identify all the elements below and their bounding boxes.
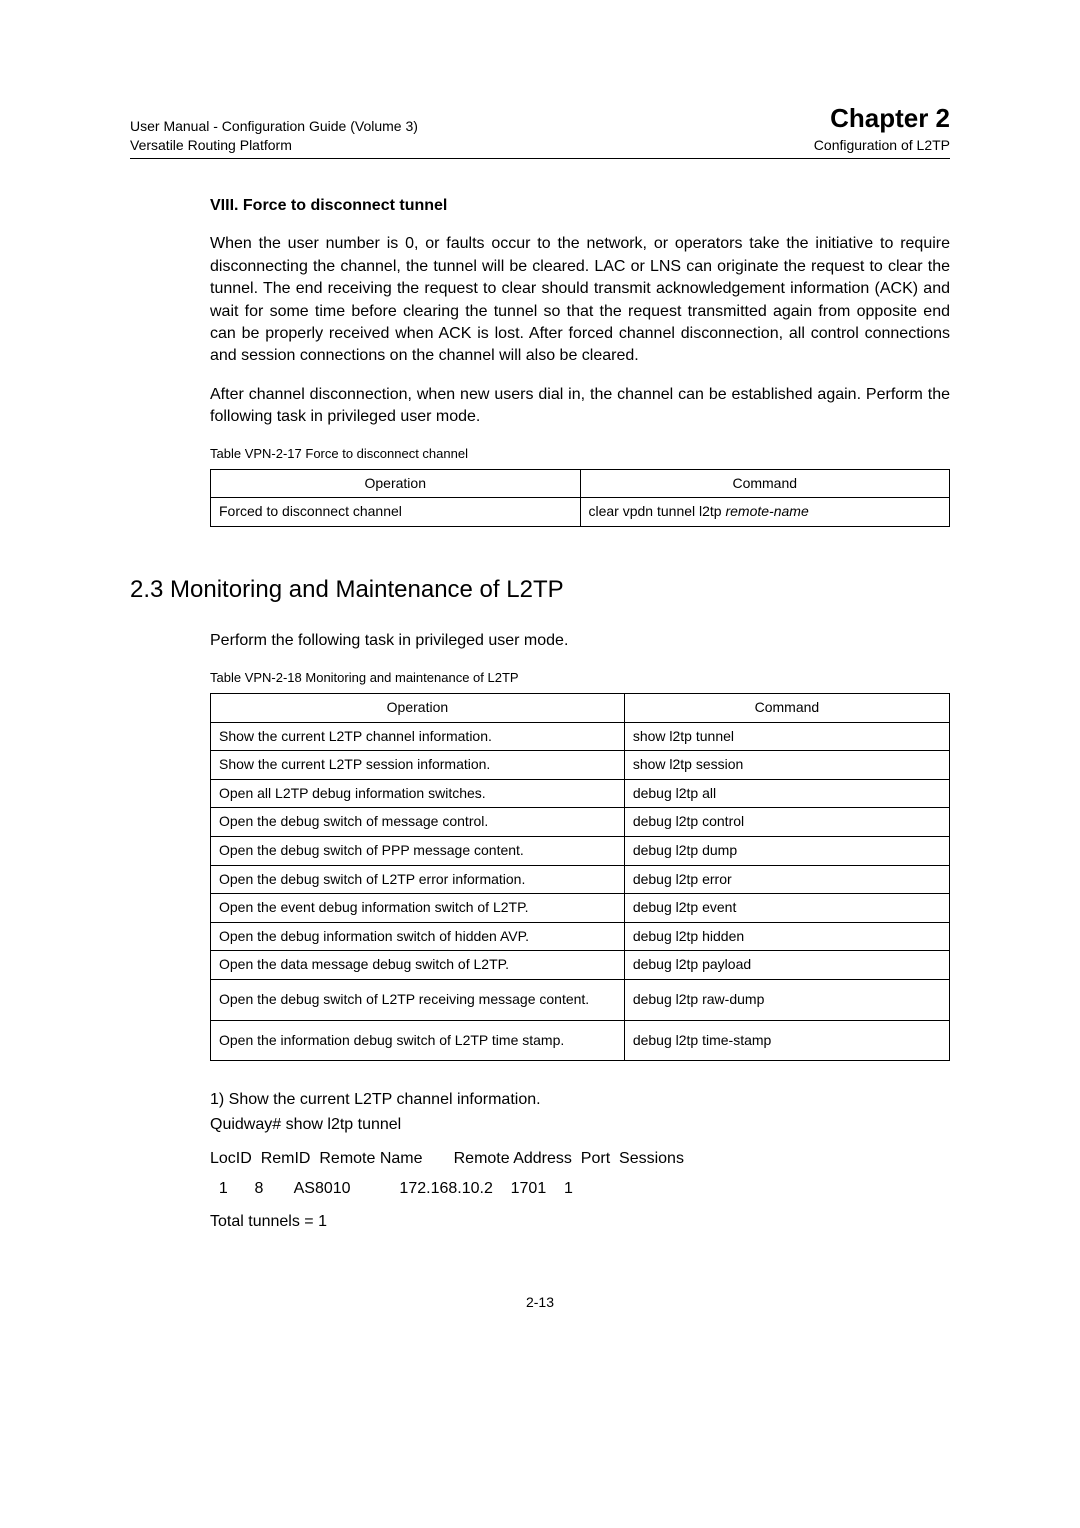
table-cell-cmd: debug l2tp time-stamp [624,1020,949,1061]
table-row: Open the data message debug switch of L2… [211,951,950,980]
table-row: Show the current L2TP channel informatio… [211,722,950,751]
table-cell-op: Open the debug switch of L2TP receiving … [211,979,625,1020]
example-line-2: Quidway# show l2tp tunnel [210,1114,950,1136]
table-row: Open the debug switch of L2TP error info… [211,865,950,894]
section-23-intro: Perform the following task in privileged… [210,630,950,652]
section-23-heading: 2.3 Monitoring and Maintenance of L2TP [130,573,950,607]
section-viii-para2: After channel disconnection, when new us… [210,384,950,429]
table-cell-op: Open all L2TP debug information switches… [211,779,625,808]
table-cell-cmd: debug l2tp event [624,894,949,923]
header-rule [130,158,950,159]
table-cell-op: Open the debug switch of L2TP error info… [211,865,625,894]
table-cell-cmd: debug l2tp payload [624,951,949,980]
section-23-body: Perform the following task in privileged… [210,630,950,1233]
table-row: Operation Command [211,469,950,498]
table-header-cmd: Command [624,694,949,723]
section-viii-para1: When the user number is 0, or faults occ… [210,233,950,367]
table-cell-op: Open the data message debug switch of L2… [211,951,625,980]
example-line-3: LocID RemID Remote Name Remote Address P… [210,1148,950,1170]
table-17-caption: Table VPN-2-17 Force to disconnect chann… [210,445,950,463]
table-row: Open the information debug switch of L2T… [211,1020,950,1061]
example-line-4: 1 8 AS8010 172.168.10.2 1701 1 [210,1178,950,1200]
table-row: Open the debug information switch of hid… [211,922,950,951]
table-cell-cmd: debug l2tp all [624,779,949,808]
table-cell-cmd: debug l2tp raw-dump [624,979,949,1020]
table-cell-op: Open the debug switch of PPP message con… [211,837,625,866]
section-viii-heading: VIII. Force to disconnect tunnel [210,195,950,217]
table-row: Forced to disconnect channel clear vpdn … [211,498,950,527]
table-cell-op: Show the current L2TP session informatio… [211,751,625,780]
table-row: Open the debug switch of PPP message con… [211,837,950,866]
table-cell-op: Open the event debug information switch … [211,894,625,923]
example-line-5: Total tunnels = 1 [210,1211,950,1233]
header-left-line1: User Manual - Configuration Guide (Volum… [130,117,418,137]
page-number: 2-13 [130,1293,950,1313]
header-right: Chapter 2 Configuration of L2TP [814,100,950,156]
table-row: Show the current L2TP session informatio… [211,751,950,780]
cmd-prefix: clear vpdn tunnel l2tp [589,503,726,519]
table-cell-op: Open the debug information switch of hid… [211,922,625,951]
table-cell-op: Forced to disconnect channel [211,498,581,527]
header-left: User Manual - Configuration Guide (Volum… [130,117,418,156]
table-cell-cmd: debug l2tp hidden [624,922,949,951]
table-cell-op: Open the debug switch of message control… [211,808,625,837]
header-subchapter: Configuration of L2TP [814,136,950,156]
table-cell-cmd: show l2tp session [624,751,949,780]
cmd-arg: remote-name [725,503,808,519]
table-row: Open the event debug information switch … [211,894,950,923]
table-17: Operation Command Forced to disconnect c… [210,469,950,527]
table-header-op: Operation [211,469,581,498]
table-18: Operation Command Show the current L2TP … [210,693,950,1061]
table-cell-cmd: debug l2tp error [624,865,949,894]
table-18-caption: Table VPN-2-18 Monitoring and maintenanc… [210,669,950,687]
table-cell-cmd: show l2tp tunnel [624,722,949,751]
table-cell-op: Show the current L2TP channel informatio… [211,722,625,751]
example-line-1: 1) Show the current L2TP channel informa… [210,1089,950,1111]
table-row: Open all L2TP debug information switches… [211,779,950,808]
table-cell-cmd: debug l2tp control [624,808,949,837]
table-cell-cmd: clear vpdn tunnel l2tp remote-name [580,498,950,527]
table-row: Operation Command [211,694,950,723]
table-cell-op: Open the information debug switch of L2T… [211,1020,625,1061]
table-header-op: Operation [211,694,625,723]
table-cell-cmd: debug l2tp dump [624,837,949,866]
table-row: Open the debug switch of L2TP receiving … [211,979,950,1020]
table-row: Open the debug switch of message control… [211,808,950,837]
section-viii: VIII. Force to disconnect tunnel When th… [210,195,950,527]
header-left-line2: Versatile Routing Platform [130,136,418,156]
page-header: User Manual - Configuration Guide (Volum… [130,100,950,156]
table-header-cmd: Command [580,469,950,498]
header-chapter: Chapter 2 [814,100,950,136]
